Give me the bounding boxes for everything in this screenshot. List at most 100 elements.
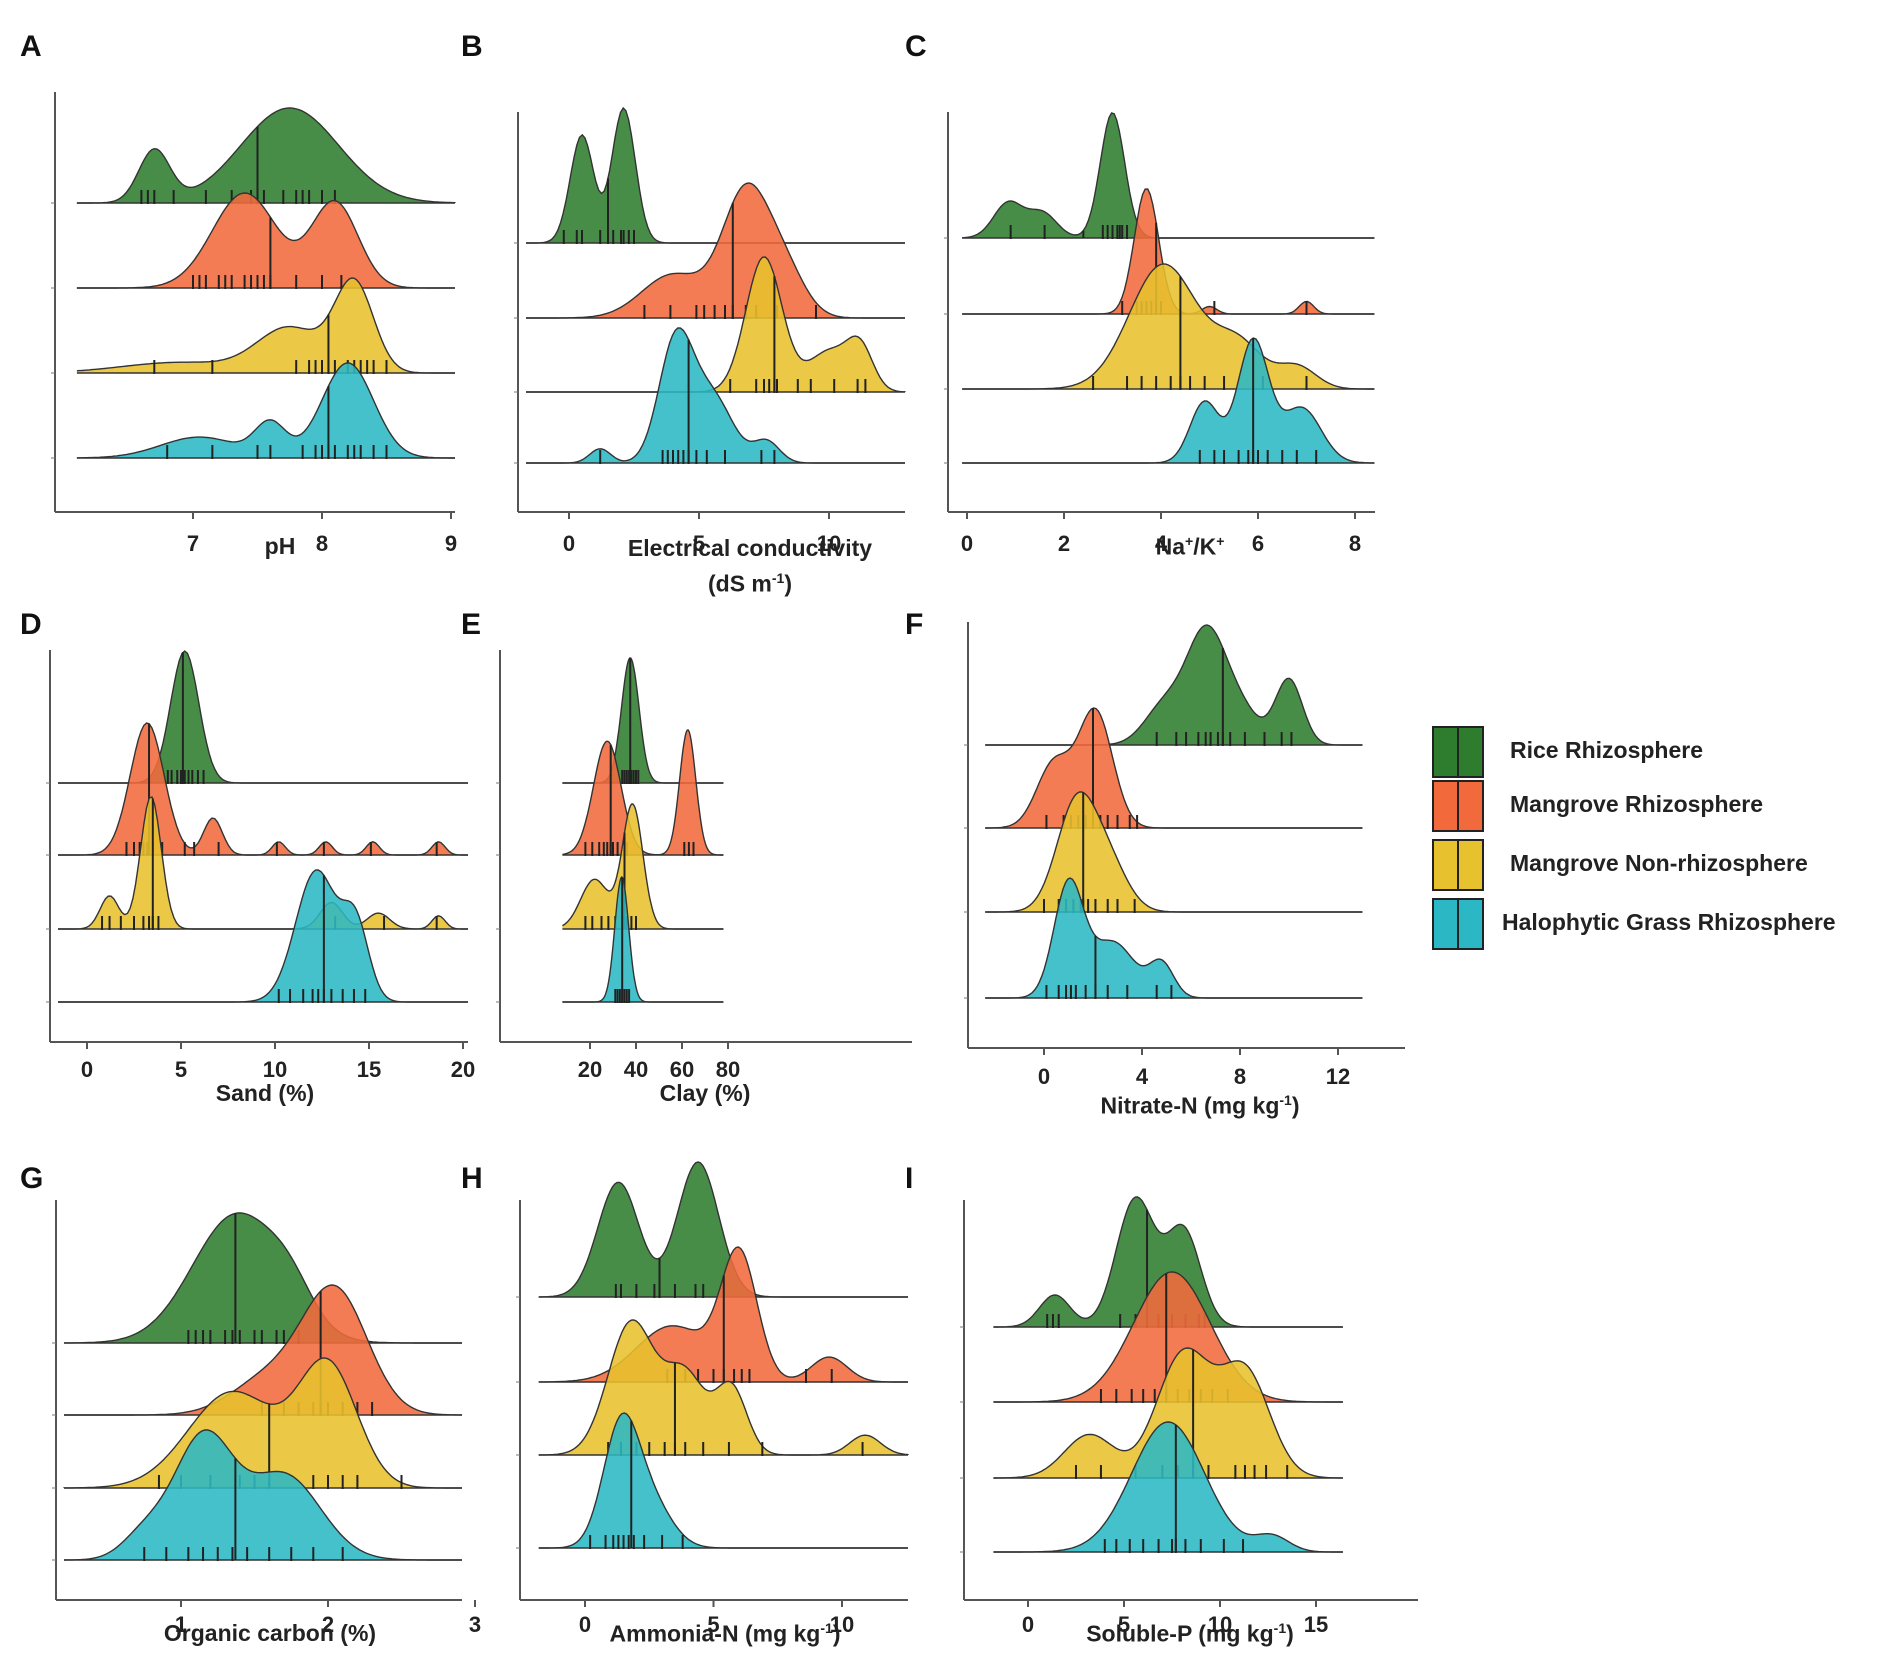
ridge-mangrove-non-rhizosphere bbox=[58, 796, 468, 930]
x-tick-label: 10 bbox=[1208, 1612, 1232, 1637]
ridge-density bbox=[526, 257, 905, 392]
x-tick-label: 3 bbox=[469, 1612, 481, 1637]
legend-label: Rice Rhizosphere bbox=[1510, 737, 1703, 763]
panel-i: 0 5 10 15 bbox=[960, 1196, 1418, 1637]
x-tick-label: 15 bbox=[1304, 1612, 1328, 1637]
x-tick-label: 8 bbox=[1349, 531, 1361, 556]
ridge-density bbox=[962, 338, 1375, 463]
x-tick-label: 0 bbox=[579, 1612, 591, 1637]
ridge-density bbox=[58, 651, 468, 783]
ridge-density bbox=[58, 870, 468, 1002]
panel-b: 0 5 10 bbox=[514, 106, 906, 556]
x-tick-label: 0 bbox=[1022, 1612, 1034, 1637]
ridge-density bbox=[64, 1358, 462, 1488]
ridge-density bbox=[76, 363, 456, 458]
x-tick-label: 20 bbox=[578, 1057, 602, 1082]
x-tick-label: 8 bbox=[316, 531, 328, 556]
ridge-density bbox=[76, 108, 456, 203]
ridge-outline bbox=[993, 1347, 1343, 1479]
panel-letter-d: D bbox=[20, 608, 42, 641]
legend-swatch bbox=[1432, 726, 1484, 778]
ridge-outline bbox=[993, 1421, 1343, 1553]
ridge-mangrove-rhizosphere bbox=[58, 722, 468, 856]
x-tick-label: 10 bbox=[263, 1057, 287, 1082]
ridge-halophytic-grass-rhizosphere bbox=[538, 1412, 908, 1549]
ridge-density bbox=[993, 1348, 1343, 1478]
x-tick-label: 12 bbox=[1326, 1064, 1350, 1089]
ridge-density bbox=[526, 328, 905, 463]
ridge-density bbox=[985, 792, 1363, 912]
ridge-outline bbox=[76, 277, 455, 374]
legend-swatch bbox=[1432, 839, 1484, 891]
ridge-halophytic-grass-rhizosphere bbox=[562, 875, 724, 1003]
x-tick-label: 8 bbox=[1234, 1064, 1246, 1089]
x-tick-label: 80 bbox=[716, 1057, 740, 1082]
ridge-halophytic-grass-rhizosphere bbox=[58, 869, 468, 1003]
x-tick-label: 5 bbox=[1118, 1612, 1130, 1637]
x-tick-label: 6 bbox=[1252, 531, 1264, 556]
x-tick-label: 20 bbox=[451, 1057, 475, 1082]
ridge-rice-rhizosphere bbox=[962, 112, 1375, 239]
x-axis-label-i: Soluble-P (mg kg-1) bbox=[1086, 1620, 1294, 1647]
ridge-mangrove-rhizosphere bbox=[76, 192, 456, 289]
x-axis-label-a: pH bbox=[264, 533, 296, 559]
legend-label: Mangrove Non-rhizosphere bbox=[1510, 850, 1808, 876]
ridge-rice-rhizosphere bbox=[58, 650, 468, 784]
x-axis-label-d: Sand (%) bbox=[215, 1080, 315, 1106]
panel-e: 20 40 60 80 bbox=[496, 650, 912, 1082]
legend-item-rice-rhizosphere: Rice Rhizosphere bbox=[1432, 722, 1892, 782]
ridge-outline bbox=[58, 869, 468, 1003]
legend-label: Mangrove Rhizosphere bbox=[1510, 791, 1764, 817]
ridge-halophytic-grass-rhizosphere bbox=[962, 337, 1375, 464]
panel-g: 1 2 3 bbox=[52, 1200, 481, 1637]
x-tick-label: 10 bbox=[817, 531, 841, 556]
x-tick-label: 4 bbox=[1155, 531, 1168, 556]
ridge-density bbox=[562, 804, 724, 929]
x-tick-label: 0 bbox=[563, 531, 575, 556]
ridge-density bbox=[64, 1430, 462, 1560]
legend-item-halophytic-grass-rhizosphere: Halophytic Grass Rhizosphere bbox=[1432, 894, 1892, 954]
ridge-outline bbox=[64, 1429, 462, 1561]
ridge-density bbox=[76, 193, 456, 288]
ridge-outline bbox=[58, 796, 468, 930]
ridge-mangrove-non-rhizosphere bbox=[76, 277, 456, 374]
ridge-rice-rhizosphere bbox=[63, 1212, 462, 1344]
panel-c: 0 2 4 6 8 bbox=[944, 112, 1375, 556]
panel-letter-i: I bbox=[905, 1162, 914, 1195]
ridge-density bbox=[64, 1213, 462, 1343]
ridge-density bbox=[64, 1285, 462, 1415]
ridge-rice-rhizosphere bbox=[76, 107, 456, 204]
x-tick-label: 10 bbox=[830, 1612, 854, 1637]
panel-letter-h: H bbox=[461, 1162, 483, 1195]
ridge-outline bbox=[993, 1271, 1343, 1403]
ridge-halophytic-grass-rhizosphere bbox=[993, 1421, 1343, 1553]
ridge-density bbox=[985, 625, 1363, 745]
panel-letter-e: E bbox=[461, 608, 482, 641]
x-tick-label: 15 bbox=[357, 1057, 381, 1082]
panel-a: 7 8 9 bbox=[51, 92, 457, 556]
ridge-density bbox=[562, 730, 724, 855]
ridge-density bbox=[58, 723, 468, 855]
ridge-density bbox=[993, 1422, 1343, 1552]
ridge-density bbox=[526, 183, 905, 318]
x-tick-label: 5 bbox=[693, 531, 705, 556]
x-tick-label: 5 bbox=[175, 1057, 187, 1082]
ridge-density bbox=[58, 797, 468, 929]
ridge-rice-rhizosphere bbox=[562, 657, 724, 784]
ridge-halophytic-grass-rhizosphere bbox=[985, 877, 1363, 999]
x-tick-label: 0 bbox=[1038, 1064, 1050, 1089]
ridge-mangrove-rhizosphere bbox=[562, 729, 724, 856]
ridge-density bbox=[962, 113, 1375, 238]
ridge-rice-rhizosphere bbox=[985, 624, 1363, 746]
legend-item-mangrove-rhizosphere: Mangrove Rhizosphere bbox=[1432, 776, 1892, 836]
ridge-density bbox=[76, 278, 456, 373]
legend-label: Halophytic Grass Rhizosphere bbox=[1502, 909, 1836, 935]
panel-letter-f: F bbox=[905, 608, 924, 641]
legend-item-mangrove-non-rhizosphere: Mangrove Non-rhizosphere bbox=[1432, 835, 1892, 895]
ridge-outline bbox=[63, 1357, 462, 1489]
x-axis-label-h: Ammonia-N (mg kg-1) bbox=[609, 1620, 841, 1647]
ridge-halophytic-grass-rhizosphere bbox=[526, 327, 905, 464]
panel-letter-a: A bbox=[20, 30, 42, 63]
